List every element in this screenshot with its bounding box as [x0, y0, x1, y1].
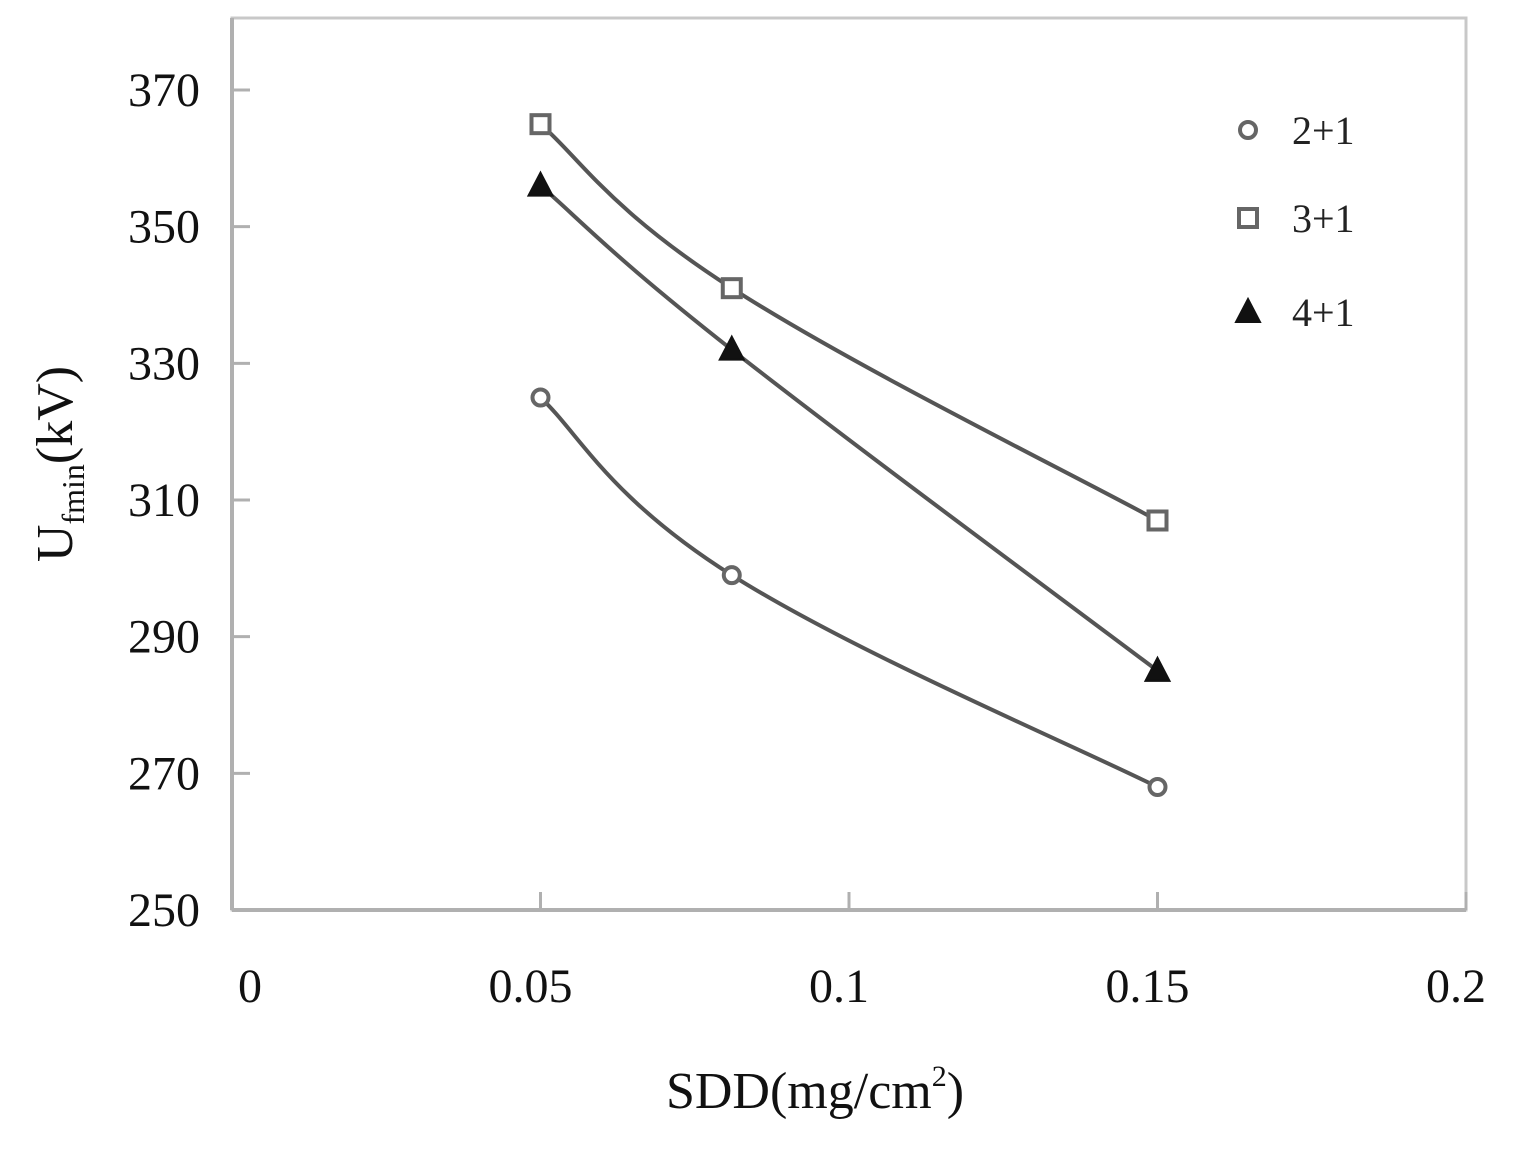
legend-marker-3+1	[1237, 207, 1259, 229]
y-tick-label: 330	[128, 337, 200, 390]
series-lines	[539, 122, 1159, 789]
x-tick-label: 0.1	[809, 960, 869, 1013]
y-tick-label: 350	[128, 201, 200, 254]
x-tick-label: 0.05	[489, 960, 573, 1013]
data-point-2+1	[1147, 777, 1168, 797]
y-tick-label: 270	[128, 747, 200, 800]
ticks: 250 270 290 310 330 350 370 0 0.05 0.1 0.15 0.2	[128, 64, 1486, 1013]
series-line-2+1	[539, 396, 1159, 789]
data-point-3+1	[720, 277, 743, 300]
legend-marker-2+1	[1238, 120, 1258, 140]
x-tick-label: 0.2	[1426, 960, 1486, 1013]
legend-label-4+1: 4+1	[1292, 290, 1355, 335]
y-tick-label: 250	[128, 884, 200, 937]
data-point-3+1	[529, 113, 552, 136]
y-tick-label: 370	[128, 64, 200, 117]
y-axis-title: Ufmin(kV)	[27, 366, 91, 562]
y-tick-label: 310	[128, 474, 200, 527]
x-axis-title: SDD(mg/cm2)	[666, 1060, 964, 1120]
series-line-3+1	[539, 122, 1159, 523]
data-point-2+1	[530, 387, 551, 408]
data-point-4+1	[1143, 655, 1172, 682]
y-tick-label: 290	[128, 611, 200, 664]
legend-label-2+1: 2+1	[1292, 108, 1355, 153]
x-tick-label: 0	[238, 960, 262, 1013]
x-tick-label: 0.15	[1106, 960, 1190, 1013]
legend-label-3+1: 3+1	[1292, 196, 1355, 241]
data-point-4+1	[718, 334, 746, 361]
series-markers	[526, 113, 1172, 797]
data-point-2+1	[721, 565, 742, 586]
data-point-4+1	[526, 170, 555, 197]
legend: 2+1 3+1 4+1	[1234, 108, 1355, 335]
legend-marker-4+1	[1234, 296, 1262, 323]
series-line-4+1	[539, 184, 1159, 673]
data-point-3+1	[1146, 509, 1169, 532]
plot-frame	[230, 16, 1468, 912]
